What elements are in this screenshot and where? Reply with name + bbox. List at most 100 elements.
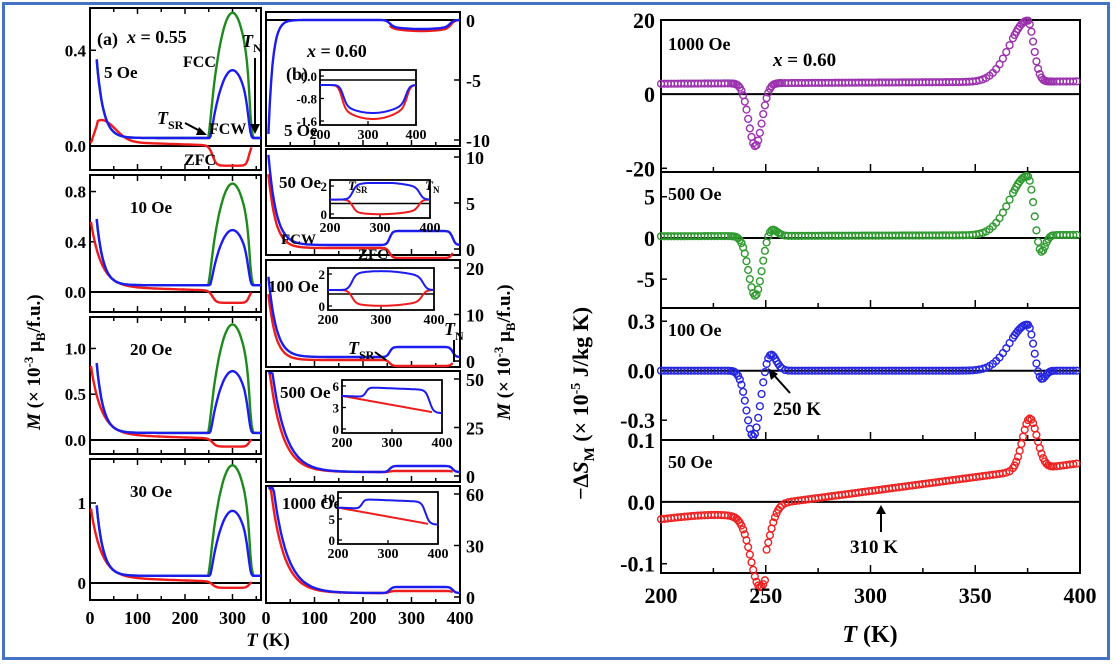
data-point (745, 550, 754, 559)
inset: 200 300 400 2 0 (320, 179, 441, 236)
annotation-250K: 250 K (773, 399, 821, 420)
plot-frame (89, 458, 262, 601)
data-point (998, 54, 1008, 63)
data-point (1069, 366, 1078, 375)
data-point (737, 86, 746, 95)
fcw-curve (95, 362, 261, 435)
y-tick-label-right: 5 (466, 194, 475, 214)
inset-zfc-curve (327, 289, 435, 307)
data-point (1032, 226, 1041, 235)
inset: 200 300 400 2 0 (318, 267, 445, 328)
y-tick-label: 0.0 (65, 283, 86, 302)
zfc-curve (89, 118, 253, 167)
data-point (1037, 449, 1046, 458)
x-tick-label: 200 (172, 608, 199, 628)
y-tick-label-right: 0 (466, 11, 475, 31)
subplot-10-Oe: 0.0 0.4 0.8 10 Oe (65, 174, 262, 313)
fcc-annotation: FCC (183, 54, 216, 71)
data-point (1012, 457, 1021, 466)
y-tick-label: -0.3 (620, 408, 655, 433)
y-tick-label: -0.1 (620, 552, 655, 577)
y-tick-label: 1 (78, 494, 87, 513)
arrowhead-310K (876, 505, 886, 514)
zfc-curve (267, 173, 454, 260)
data-point (752, 423, 761, 432)
data-point (1027, 27, 1036, 36)
data-point (1017, 439, 1026, 449)
data-point (1025, 20, 1034, 29)
data-point (757, 389, 766, 399)
y-tick-label-right: 0 (466, 588, 475, 608)
tn-arrowhead (250, 124, 260, 134)
y-tick-label: 0 (644, 82, 655, 107)
data-point (735, 375, 744, 384)
inset-x-tick-label: 300 (378, 547, 399, 562)
data-point (1027, 185, 1036, 194)
data-point (739, 387, 748, 396)
zfc-annotation: ZFC (358, 247, 388, 263)
y-tick-label-right: 10 (466, 148, 484, 168)
y-tick-label-right: 0 (466, 352, 475, 372)
y-tick-label: 1.0 (65, 339, 86, 358)
fcw-curve (267, 154, 461, 247)
data-point (1072, 77, 1081, 86)
data-point (1005, 41, 1014, 50)
inset-y-tick-label: -0.8 (296, 92, 317, 107)
y-tick-label: 0.0 (65, 431, 86, 450)
data-point (757, 119, 766, 128)
data-point (775, 503, 785, 512)
x-tick-label: 100 (301, 608, 328, 628)
data-point (755, 402, 764, 411)
inset-y-tick-label: 0.0 (301, 69, 317, 84)
data-point (747, 430, 756, 439)
y-tick-label: 20 (633, 8, 655, 33)
zfc-curve (267, 294, 454, 368)
y-tick-label: 0 (644, 226, 655, 251)
x-tick-label: 0 (262, 608, 271, 628)
data-point (744, 265, 753, 275)
zfc-annotation: ZFC (184, 152, 216, 169)
x-tick-label: 400 (447, 608, 474, 628)
y-tick-label: 0.0 (628, 490, 656, 515)
data-point (1069, 230, 1078, 240)
data-point (762, 359, 771, 369)
x-tick-label: 300 (398, 608, 425, 628)
field-label: 50 Oe (668, 452, 713, 472)
data-point (744, 416, 753, 425)
subplot-20-Oe: 0.0 0.5 1.0 20 Oe (65, 316, 262, 455)
x-tick-label: 200 (350, 608, 377, 628)
subplot-5-Oe: 0.0 0.4 5 Oe (65, 7, 262, 171)
inset-y-tick-label: 0 (333, 422, 340, 437)
data-point (759, 580, 768, 589)
y-tick-label: -5 (637, 267, 655, 292)
field-label: 100 Oe (668, 320, 722, 340)
data-point (1069, 459, 1078, 469)
tsr-arrow (374, 351, 387, 361)
data-point (740, 97, 749, 106)
y-tick-label-right: 30 (466, 537, 484, 557)
data-point (1040, 242, 1049, 251)
y-tick-label: 0.8 (65, 183, 86, 202)
data-point (747, 558, 756, 567)
data-point (745, 124, 754, 133)
y-tick-label-right: -5 (466, 71, 481, 91)
inset-y-tick-label: 6 (333, 379, 340, 394)
data-point (1002, 48, 1011, 57)
data-point (1030, 47, 1039, 57)
data-point (1023, 172, 1033, 181)
data-point (1010, 461, 1019, 470)
data-point (1027, 330, 1036, 339)
data-point (765, 531, 775, 540)
subplot-500-Oe: 5 0 -5 500 Oe (637, 171, 1081, 309)
x-tick-label: 350 (959, 583, 992, 608)
data-point (759, 378, 768, 387)
data-point (740, 396, 749, 405)
inset-y-tick-label: 0 (319, 299, 326, 314)
y-tick-label: -20 (626, 156, 655, 181)
data-point (1033, 367, 1043, 376)
data-point (745, 274, 754, 284)
subplot-50-Oe: 0.1 0.0 -0.1 50 Oe (620, 414, 1081, 592)
inset-fcw-curve (329, 182, 431, 201)
inset-y-tick-label: 5 (329, 512, 336, 527)
